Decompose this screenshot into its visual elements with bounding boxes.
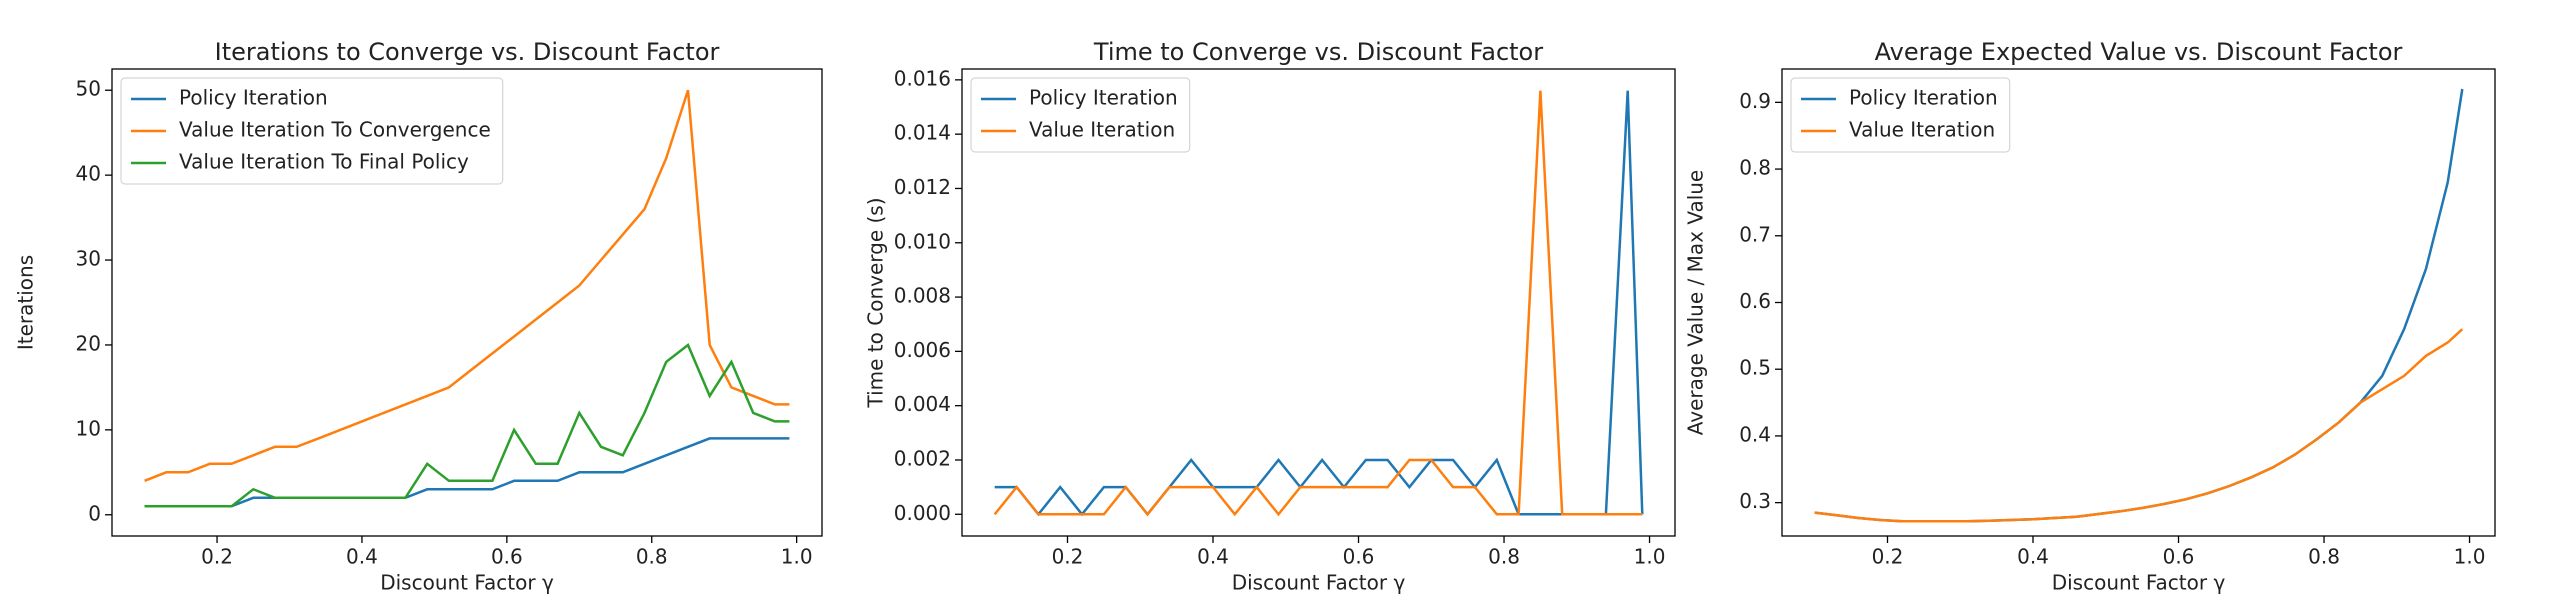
x-tick-label: 0.6 (491, 545, 523, 569)
x-tick-label: 0.6 (1343, 545, 1375, 569)
x-tick-label: 0.8 (636, 545, 668, 569)
y-tick-label: 0.016 (894, 66, 951, 90)
y-tick-label: 10 (76, 416, 101, 440)
legend: Policy Iteration Value Iteration (970, 77, 1191, 153)
y-tick-label: 0.000 (894, 501, 951, 525)
y-tick-label: 0.8 (1739, 156, 1771, 180)
x-tick-label: 0.4 (1197, 545, 1229, 569)
y-tick-label: 0.008 (894, 284, 951, 308)
plot-frame (1781, 68, 2496, 537)
chart-title: Average Expected Value vs. Discount Fact… (1875, 38, 2403, 66)
x-tick-label: 0.2 (1052, 545, 1084, 569)
legend-label: Value Iteration To Convergence (179, 118, 491, 142)
data-line (993, 90, 1643, 517)
x-axis-label: Discount Factor γ (1232, 571, 1406, 595)
legend: Policy Iteration Value Iteration To Conve… (120, 77, 504, 185)
legend-box (970, 77, 1191, 153)
legend-box (1790, 77, 2011, 153)
y-tick-label: 0 (88, 501, 101, 525)
y-tick-label: 0.002 (894, 446, 951, 470)
y-tick-label: 0.9 (1739, 89, 1771, 113)
plot-frame (111, 68, 823, 537)
y-tick-label: 0.012 (894, 175, 951, 199)
data-line (1814, 88, 2464, 523)
legend-label: Policy Iteration (179, 86, 328, 110)
y-tick-label: 0.7 (1739, 222, 1771, 246)
y-tick-label: 0.004 (894, 392, 951, 416)
y-tick-label: 0.6 (1739, 289, 1771, 313)
y-tick-label: 0.4 (1739, 422, 1771, 446)
y-tick-label: 0.010 (894, 229, 951, 253)
x-tick-label: 0.2 (1872, 545, 1904, 569)
x-tick-label: 0.8 (1488, 545, 1520, 569)
legend-label: Policy Iteration (1849, 86, 1998, 110)
x-axis-label: Discount Factor γ (2052, 571, 2226, 595)
x-tick-label: 0.2 (201, 545, 233, 569)
y-tick-label: 50 (76, 77, 101, 101)
y-axis-label: Time to Converge (s) (864, 197, 888, 408)
y-tick-label: 0.006 (894, 338, 951, 362)
data-line (144, 89, 790, 482)
legend-label: Value Iteration (1849, 118, 1995, 142)
data-line (1814, 328, 2464, 523)
chart-title: Iterations to Converge vs. Discount Fact… (215, 38, 720, 66)
data-line (144, 437, 790, 508)
y-tick-label: 40 (76, 162, 101, 186)
x-axis-label: Discount Factor γ (380, 571, 554, 595)
x-tick-label: 0.4 (2017, 545, 2049, 569)
x-tick-label: 1.0 (781, 545, 813, 569)
plot-frame (961, 68, 1676, 537)
x-tick-label: 1.0 (2454, 545, 2486, 569)
legend-label: Policy Iteration (1029, 86, 1178, 110)
legend-box (120, 77, 504, 185)
data-line (144, 343, 790, 508)
y-axis-label: Iterations (14, 255, 38, 350)
y-axis-label: Average Value / Max Value (1684, 170, 1708, 436)
y-tick-label: 0.3 (1739, 489, 1771, 513)
x-tick-label: 0.6 (2163, 545, 2195, 569)
y-tick-label: 0.014 (894, 121, 951, 145)
data-line (994, 90, 1644, 517)
legend: Policy Iteration Value Iteration (1790, 77, 2011, 153)
x-tick-label: 1.0 (1634, 545, 1666, 569)
x-tick-label: 0.4 (346, 545, 378, 569)
y-tick-label: 30 (76, 247, 101, 271)
y-tick-label: 20 (76, 331, 101, 355)
y-tick-label: 0.5 (1739, 356, 1771, 380)
legend-label: Value Iteration (1029, 118, 1175, 142)
chart-title: Time to Converge vs. Discount Factor (1093, 38, 1543, 66)
x-tick-label: 0.8 (2308, 545, 2340, 569)
legend-label: Value Iteration To Final Policy (179, 150, 469, 174)
